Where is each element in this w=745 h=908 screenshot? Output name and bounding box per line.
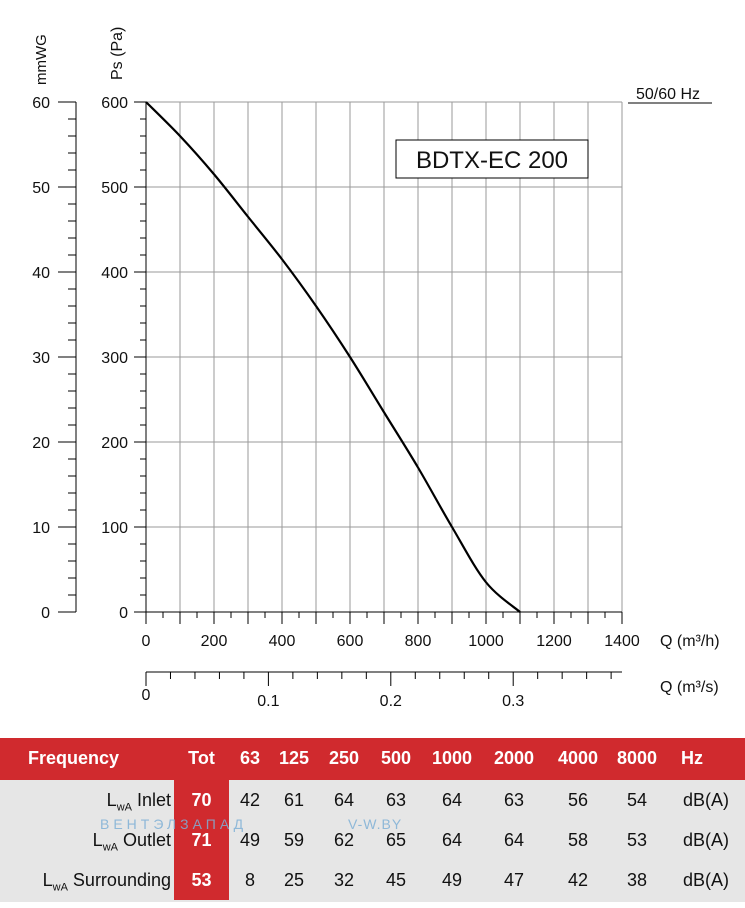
table-cell: 54 — [626, 790, 648, 810]
x-tick-label: 600 — [337, 633, 364, 650]
header-band-1000: 1000 — [431, 748, 473, 768]
header-tot: Tot — [188, 748, 215, 768]
tot-column-band — [174, 738, 229, 900]
x-tick-label: 0 — [142, 633, 151, 650]
row-tot-value: 70 — [191, 790, 212, 810]
watermark-right: V-W.BY — [348, 816, 403, 832]
header-band-500: 500 — [380, 748, 412, 768]
y2-tick-label: 50 — [32, 180, 50, 197]
y-tick-label: 400 — [101, 265, 128, 282]
chart-ticks — [58, 101, 623, 686]
y-tick-label: 200 — [101, 435, 128, 452]
x-axis-label: Q (m³/h) — [660, 633, 720, 650]
table-cell: 49 — [441, 870, 463, 890]
x-tick-label: 1200 — [536, 633, 572, 650]
row-label: LwA Inlet — [106, 790, 171, 814]
header-unit: Hz — [681, 748, 703, 768]
x2-tick-label: 0.3 — [502, 693, 524, 710]
series-line-performance-curve — [145, 101, 521, 613]
table-cell: 38 — [626, 870, 648, 890]
y2-tick-label: 10 — [32, 520, 50, 537]
y2-tick-label: 20 — [32, 435, 50, 452]
chart-title: BDTX-EC 200 — [416, 147, 568, 174]
row-unit: dB(A) — [682, 870, 729, 890]
table-cell: 58 — [567, 830, 589, 850]
x2-axis-label: Q (m³/s) — [660, 679, 719, 696]
y-tick-label: 100 — [101, 520, 128, 537]
table-cell: 42 — [567, 870, 589, 890]
y2-tick-label: 30 — [32, 350, 50, 367]
x2-tick-label: 0.1 — [257, 693, 279, 710]
y2-tick-label: 0 — [41, 605, 50, 622]
x2-tick-label: 0 — [142, 687, 151, 704]
header-band-2000: 2000 — [493, 748, 535, 768]
watermark-left: ВЕНТЭЛЗАПАД — [100, 816, 248, 832]
table-cell: 59 — [283, 830, 305, 850]
table-cell: 25 — [283, 870, 305, 890]
table-cell: 62 — [333, 830, 355, 850]
header-frequency: Frequency — [28, 748, 120, 768]
table-cell: 64 — [441, 790, 463, 810]
header-band-63: 63 — [239, 748, 261, 768]
row-tot-value: 53 — [191, 870, 212, 890]
x-tick-label: 1000 — [468, 633, 504, 650]
left-axis-unit-label: mmWG — [33, 34, 50, 85]
table-cell: 61 — [283, 790, 305, 810]
row-label: LwA Surrounding — [42, 870, 171, 894]
y-tick-label: 600 — [101, 95, 128, 112]
y-tick-label: 300 — [101, 350, 128, 367]
header-band-250: 250 — [328, 748, 360, 768]
table-cell: 32 — [333, 870, 355, 890]
table-cell: 63 — [503, 790, 525, 810]
table-body-band — [0, 780, 745, 902]
header-band-8000: 8000 — [616, 748, 658, 768]
chart-title-box — [395, 139, 589, 179]
table-cell: 65 — [385, 830, 407, 850]
x-tick-label: 1400 — [604, 633, 640, 650]
table-cell: 42 — [239, 790, 261, 810]
table-header-band — [0, 738, 745, 780]
x2-tick-label: 0.2 — [380, 693, 402, 710]
chart-grid — [146, 101, 623, 612]
y2-tick-label: 60 — [32, 95, 50, 112]
table-cell: 45 — [385, 870, 407, 890]
table-cell: 64 — [503, 830, 525, 850]
y-axis-label: Ps (Pa) — [109, 27, 126, 80]
y2-tick-label: 40 — [32, 265, 50, 282]
table-cell: 47 — [503, 870, 525, 890]
row-unit: dB(A) — [682, 830, 729, 850]
table-cell: 8 — [244, 870, 255, 890]
header-band-4000: 4000 — [557, 748, 599, 768]
table-cell: 49 — [239, 830, 261, 850]
x-tick-label: 400 — [269, 633, 296, 650]
frequency-note: 50/60 Hz — [636, 86, 700, 103]
row-tot-value: 71 — [191, 830, 212, 850]
sound-power-table: Frequency Tot 63 125 250 500 1000 2000 4000 800… — [0, 738, 745, 902]
table-cell: 64 — [441, 830, 463, 850]
table-cell: 64 — [333, 790, 355, 810]
header-band-125: 125 — [278, 748, 310, 768]
table-cell: 63 — [385, 790, 407, 810]
row-unit: dB(A) — [682, 790, 729, 810]
y-tick-label: 500 — [101, 180, 128, 197]
table-cell: 56 — [567, 790, 589, 810]
row-label: LwA Outlet — [92, 830, 171, 854]
x-tick-label: 800 — [405, 633, 432, 650]
table-cell: 53 — [626, 830, 648, 850]
y-tick-label: 0 — [119, 605, 128, 622]
x-tick-label: 200 — [201, 633, 228, 650]
